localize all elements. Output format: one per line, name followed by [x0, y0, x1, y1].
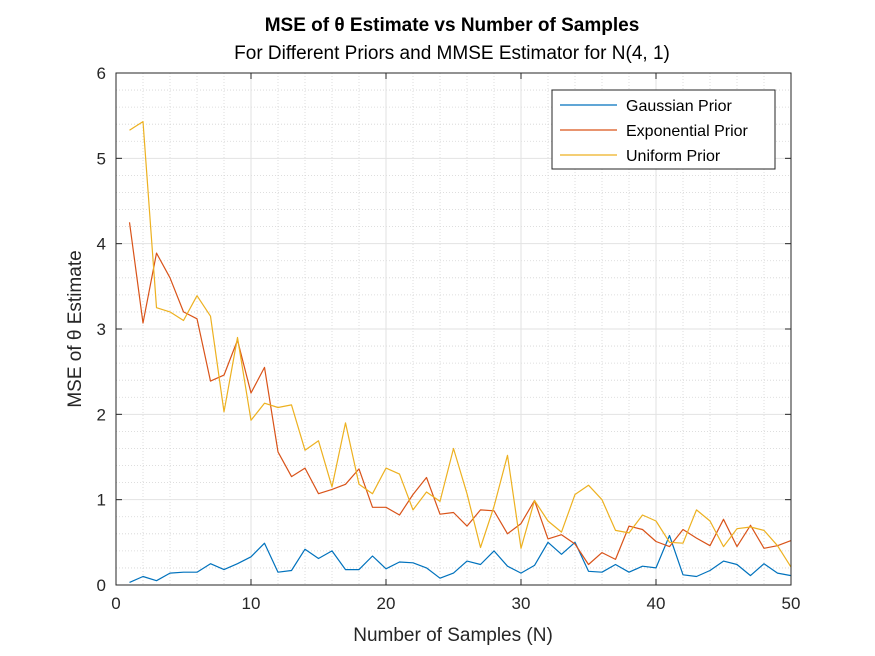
- x-tick-label: 40: [647, 594, 666, 613]
- y-axis-label: MSE of θ Estimate: [65, 250, 86, 407]
- chart-title: MSE of θ Estimate vs Number of Samples: [265, 15, 640, 36]
- series-layer: [128, 120, 792, 583]
- legend: Gaussian Prior Exponential Prior Uniform P…: [551, 89, 776, 170]
- x-tick-label: 50: [782, 594, 801, 613]
- y-tick-label: 4: [97, 235, 106, 254]
- x-tick-label: 30: [512, 594, 531, 613]
- y-tick-label: 0: [97, 576, 106, 595]
- y-tick-label: 1: [97, 491, 106, 510]
- y-tick-label: 5: [97, 149, 106, 168]
- ticks-layer: 0 10 20 30 40 50 0 1 2 3 4 5 6: [97, 64, 801, 613]
- series-line-uniform-prior: [129, 120, 792, 568]
- x-tick-label: 0: [111, 594, 120, 613]
- y-tick-label: 2: [97, 405, 106, 424]
- chart-subtitle: For Different Priors and MMSE Estimator …: [234, 43, 670, 64]
- legend-label: Gaussian Prior: [626, 98, 732, 115]
- y-tick-label: 3: [97, 320, 106, 339]
- x-tick-label: 20: [377, 594, 396, 613]
- x-tick-label: 10: [242, 594, 261, 613]
- legend-label: Uniform Prior: [626, 148, 721, 165]
- series-line-gaussian-prior: [129, 534, 792, 583]
- y-tick-label: 6: [97, 64, 106, 83]
- legend-label: Exponential Prior: [626, 123, 749, 140]
- x-axis-label: Number of Samples (N): [353, 625, 553, 646]
